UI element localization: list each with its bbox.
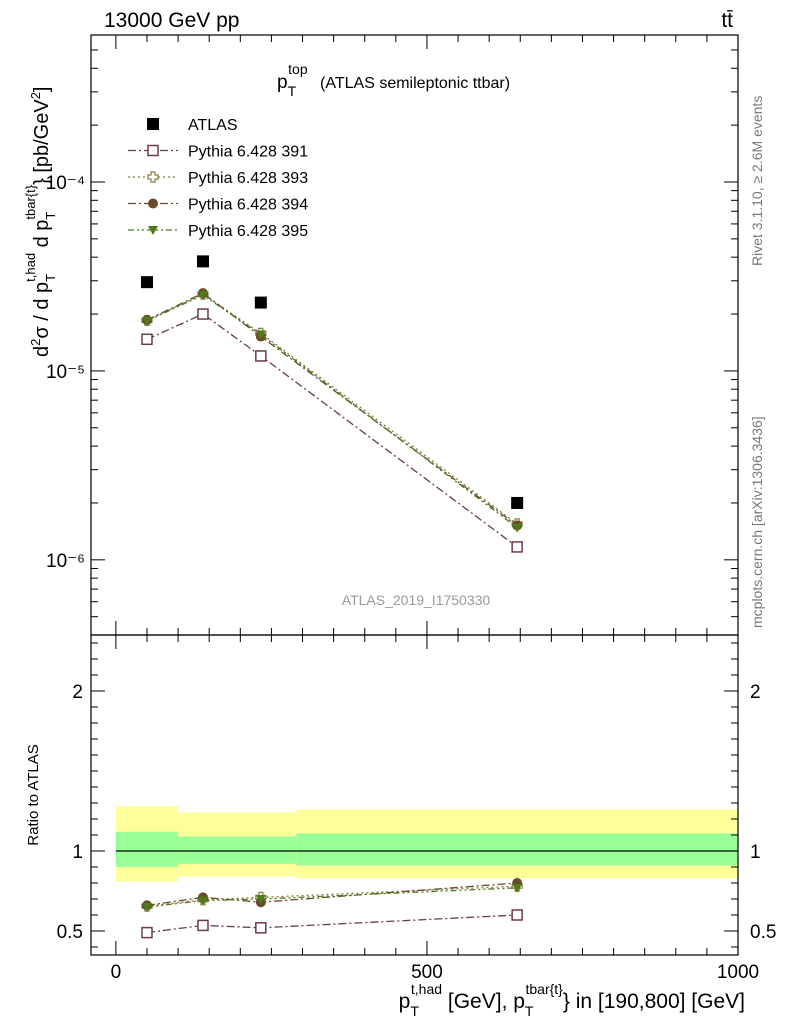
ratio-series-0-point-0 — [141, 926, 153, 939]
main-series-1-point-3 — [511, 541, 523, 553]
energy-label: 13000 GeV pp — [104, 9, 239, 32]
main-y-tick-label: 10⁻⁴ — [46, 173, 85, 194]
main-series-4-point-3 — [512, 523, 523, 533]
main-series-4-point-1 — [197, 291, 208, 301]
main-series-1-point-2 — [255, 350, 267, 362]
ratio-panel: 0.5 0.5 1 1 2 2 0 500 1000 Ratio to ATLAS pTt,ha… — [25, 634, 776, 1019]
legend-marker-2 — [147, 171, 159, 183]
ratio-plot-marks — [115, 806, 738, 939]
ratio-series-3-line — [146, 887, 518, 908]
ratio-y-tick-label: 0.5 — [57, 922, 83, 943]
ratio-series-1-line — [146, 885, 518, 907]
main-series-1-point-1 — [197, 308, 209, 320]
ratio-series-3-point-1 — [197, 896, 208, 906]
main-plot-marks — [140, 255, 524, 553]
main-series-4-line — [146, 294, 518, 529]
main-title: pTtop (ATLAS semileptonic ttbar) — [277, 61, 510, 99]
ratio-frame — [90, 634, 739, 956]
main-panel: 10⁻⁶ 10⁻⁵ 10⁻⁴ pTtop (ATLAS semileptonic t… — [23, 34, 739, 636]
x-tick-label: 1000 — [717, 962, 759, 983]
legend-marker-4 — [148, 226, 158, 235]
analysis-watermark: ATLAS_2019_I1750330 — [342, 592, 491, 608]
mcplots-label: mcplots.cern.ch [arXiv:1306.3436] — [749, 416, 765, 628]
ratio-y-tick-label: 1 — [72, 842, 83, 863]
legend-label-1: Pythia 6.428 391 — [188, 144, 308, 161]
main-y-tick-label: 10⁻⁵ — [46, 362, 85, 383]
main-series-1-point-0 — [141, 333, 153, 346]
ratio-series-0-line — [146, 914, 518, 934]
x-tick-label: 0 — [111, 962, 122, 983]
ratio-y-tick-label-right: 2 — [750, 682, 761, 703]
ratio-series-0-point-2 — [255, 922, 267, 934]
ratio-y-tick-label: 2 — [72, 682, 83, 703]
main-series-4-point-2 — [255, 330, 266, 340]
main-series-0-point-0 — [140, 276, 153, 289]
ratio-series-3-point-0 — [141, 903, 152, 912]
ratio-band-green-2 — [296, 833, 738, 866]
legend-label-4: Pythia 6.428 395 — [188, 223, 308, 240]
main-series-0-point-2 — [254, 296, 267, 309]
main-series-0-point-3 — [511, 496, 524, 509]
main-series-1-line — [146, 313, 518, 548]
main-series-3-line — [146, 292, 518, 526]
ratio-series-0-point-3 — [511, 909, 523, 921]
main-series-4-point-0 — [141, 316, 152, 326]
ratio-axis-ticks: 0.5 0.5 1 1 2 2 0 500 1000 — [57, 635, 776, 983]
x-axis-title: pTt,had [GeV], pTtbar{t}} in [190,800] [… — [399, 981, 745, 1019]
main-y-axis-title: d2σ / d pTt,had d pTtbar{t}} [pb/GeV2] — [23, 87, 58, 358]
process-label: tt̄ — [721, 9, 733, 32]
main-series-2-line — [146, 293, 518, 525]
ratio-series-3-point-3 — [512, 883, 523, 893]
ratio-band-green-0 — [115, 831, 179, 867]
legend-label-3: Pythia 6.428 394 — [188, 197, 308, 214]
ratio-series-0-point-1 — [197, 919, 209, 932]
legend-label-0: ATLAS — [188, 117, 238, 134]
x-tick-label: 500 — [411, 962, 443, 983]
legend-marker-0 — [147, 118, 159, 130]
main-y-tick-label: 10⁻⁶ — [46, 551, 85, 572]
ratio-series-3-point-2 — [255, 895, 266, 904]
ratio-y-tick-label-right: 1 — [750, 842, 761, 863]
main-axis-ticks: 10⁻⁶ 10⁻⁵ 10⁻⁴ — [46, 35, 739, 636]
ratio-band-green-1 — [178, 836, 297, 864]
legend: ATLAS Pythia 6.428 391 Pythia 6.428 393 Pyt… — [128, 117, 308, 240]
legend-marker-3 — [148, 198, 158, 209]
ratio-y-tick-label-right: 0.5 — [750, 922, 776, 943]
legend-label-2: Pythia 6.428 393 — [188, 170, 308, 187]
main-series-0-point-1 — [196, 255, 209, 268]
rivet-label: Rivet 3.1.10, ≥ 2.6M events — [749, 96, 765, 266]
ratio-y-axis-title: Ratio to ATLAS — [25, 744, 42, 845]
legend-marker-1 — [147, 144, 159, 157]
